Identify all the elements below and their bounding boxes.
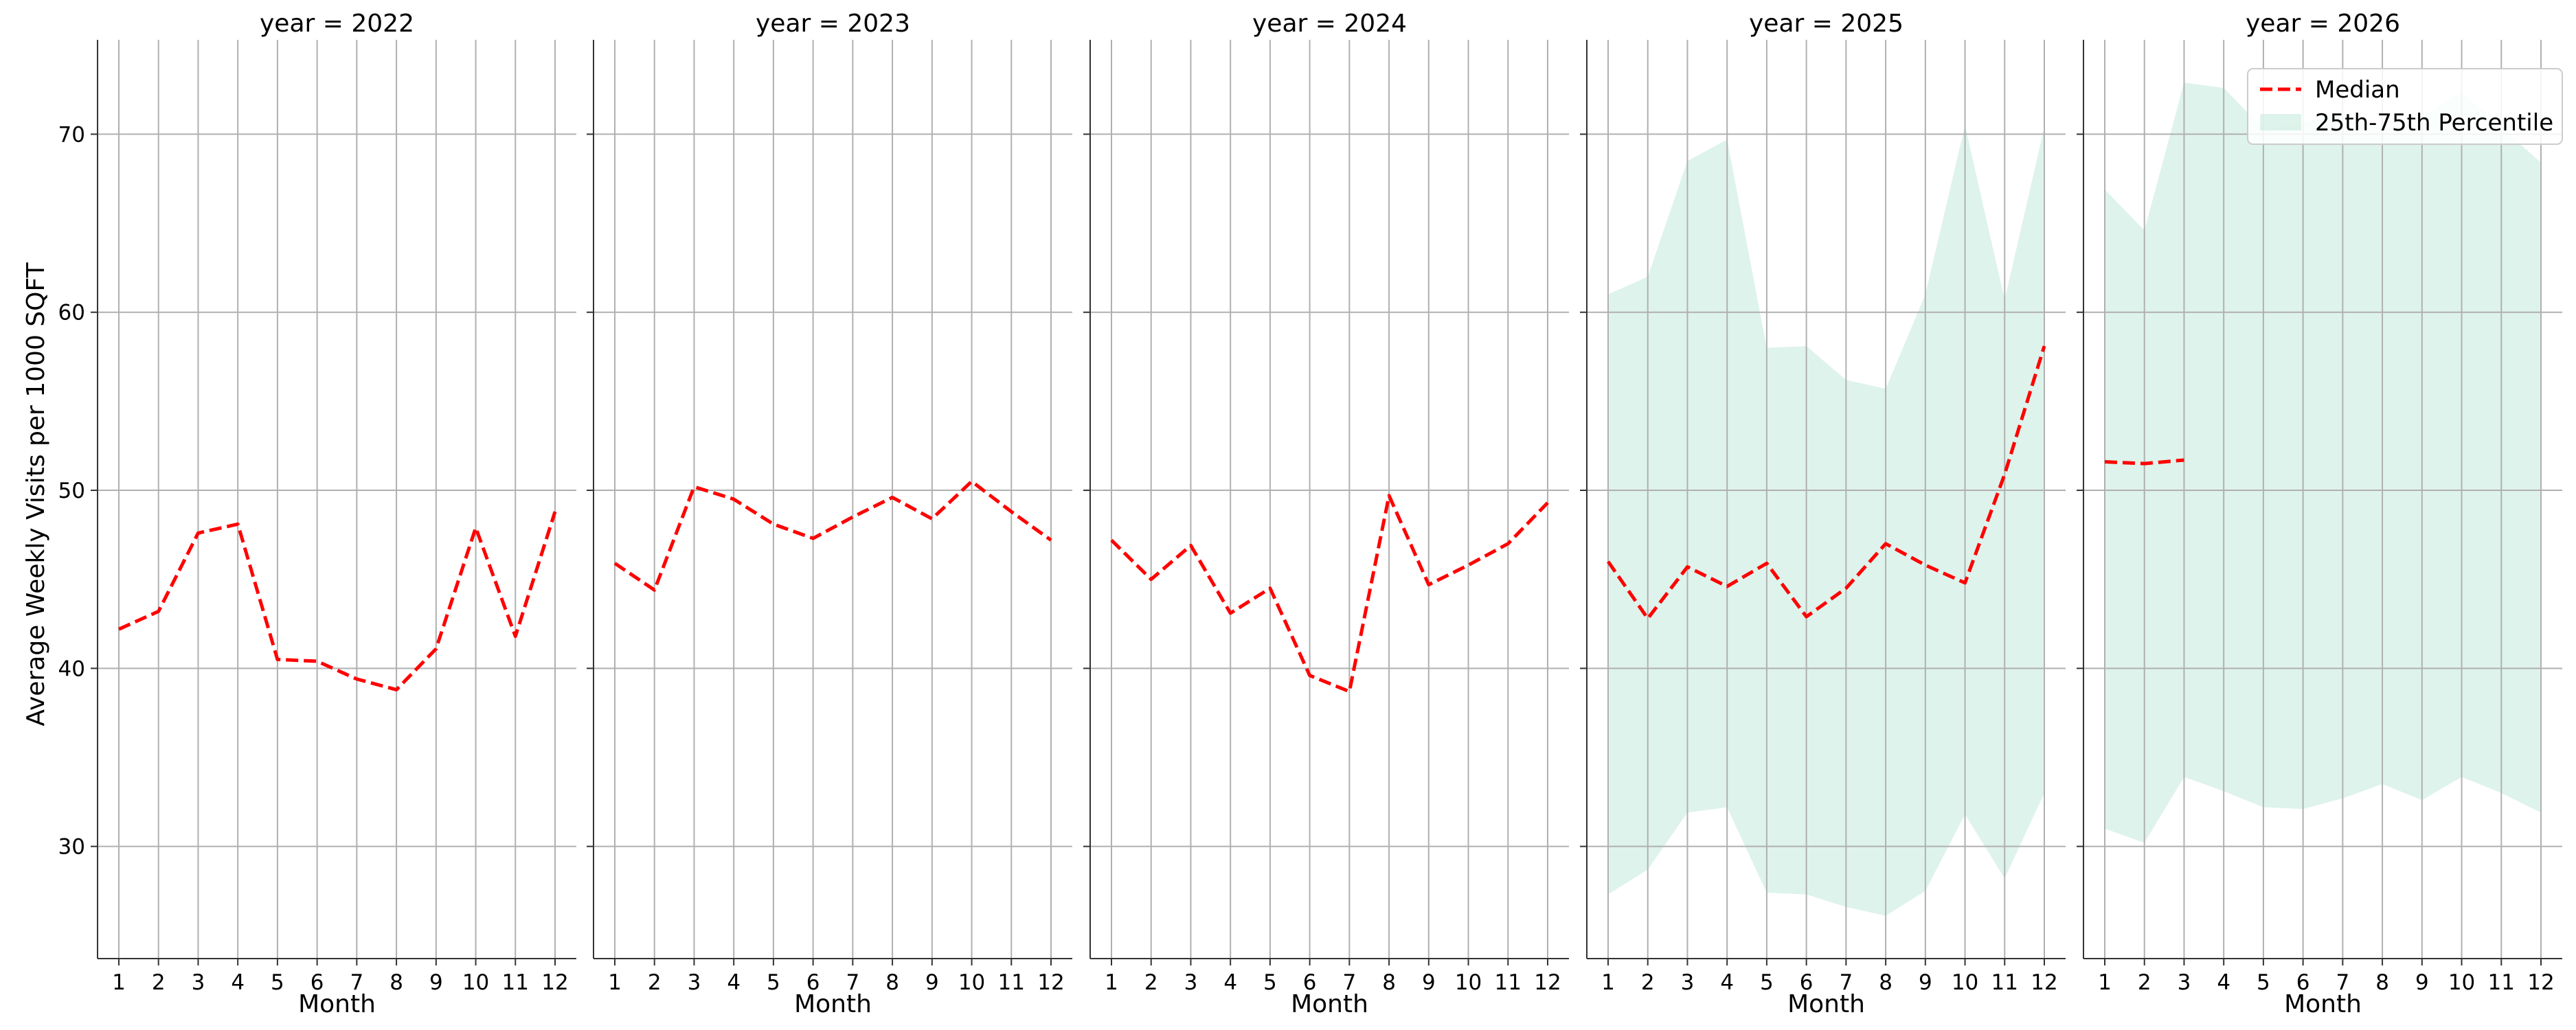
x-tick-label: 8	[389, 970, 403, 995]
y-tick-label: 70	[58, 122, 85, 147]
legend: Median 25th-75th Percentile	[2247, 68, 2563, 145]
x-tick-label: 5	[1760, 970, 1774, 995]
x-tick-label: 11	[1991, 970, 2018, 995]
x-tick-label: 1	[608, 970, 622, 995]
x-tick-label: 4	[231, 970, 245, 995]
x-tick-label: 12	[541, 970, 568, 995]
x-tick-label: 7	[1342, 970, 1356, 995]
y-axis-label: Average Weekly Visits per 1000 SQFT	[22, 262, 50, 726]
x-tick-label: 5	[767, 970, 780, 995]
x-tick-label: 9	[925, 970, 939, 995]
percentile-band-2025	[1608, 125, 2044, 916]
x-tick-label: 8	[1382, 970, 1396, 995]
x-tick-label: 7	[1839, 970, 1853, 995]
x-tick-label: 8	[1879, 970, 1893, 995]
percentile-band-2026	[2105, 82, 2541, 843]
legend-band-swatch	[2260, 114, 2301, 130]
x-tick-label: 4	[1720, 970, 1734, 995]
x-axis-label: Month	[794, 990, 872, 1018]
x-axis-label: Month	[298, 990, 376, 1018]
x-tick-label: 9	[429, 970, 443, 995]
x-tick-label: 10	[462, 970, 489, 995]
x-tick-label: 10	[1952, 970, 1978, 995]
x-tick-label: 2	[1641, 970, 1655, 995]
x-tick-label: 3	[2178, 970, 2191, 995]
x-axis-label: Month	[1787, 990, 1865, 1018]
facet-title-2024: year = 2024	[1252, 10, 1407, 38]
x-tick-label: 9	[1919, 970, 1932, 995]
legend-band-label: 25th-75th Percentile	[2315, 109, 2553, 137]
x-tick-label: 6	[1303, 970, 1317, 995]
x-tick-label: 2	[1144, 970, 1158, 995]
x-tick-label: 5	[1263, 970, 1277, 995]
x-tick-label: 6	[310, 970, 324, 995]
x-tick-label: 5	[2257, 970, 2270, 995]
x-tick-label: 5	[271, 970, 284, 995]
y-tick-label: 60	[58, 301, 85, 325]
x-tick-label: 3	[1184, 970, 1198, 995]
x-tick-label: 8	[2375, 970, 2389, 995]
x-tick-label: 7	[846, 970, 859, 995]
x-tick-label: 12	[1037, 970, 1064, 995]
x-tick-label: 2	[2138, 970, 2151, 995]
facet-title-2026: year = 2026	[2246, 10, 2400, 38]
x-tick-label: 6	[806, 970, 820, 995]
x-tick-label: 2	[152, 970, 166, 995]
x-tick-label: 8	[885, 970, 899, 995]
x-tick-label: 9	[1422, 970, 1436, 995]
legend-frame	[2247, 68, 2563, 145]
median-line-2026	[2104, 458, 2184, 466]
x-tick-label: 11	[502, 970, 529, 995]
median-line-2023	[613, 479, 1052, 592]
x-tick-label: 4	[727, 970, 741, 995]
x-tick-label: 11	[1495, 970, 1522, 995]
x-tick-label: 6	[2296, 970, 2310, 995]
y-tick-label: 30	[58, 835, 85, 860]
x-tick-label: 1	[112, 970, 126, 995]
x-tick-label: 4	[1223, 970, 1237, 995]
x-tick-label: 1	[2098, 970, 2112, 995]
x-tick-label: 1	[1601, 970, 1615, 995]
x-tick-label: 3	[688, 970, 701, 995]
y-tick-label: 40	[58, 656, 85, 681]
x-tick-label: 6	[1800, 970, 1814, 995]
median-line-2025	[1606, 345, 2046, 621]
x-tick-label: 12	[2527, 970, 2554, 995]
x-tick-label: 11	[2488, 970, 2515, 995]
x-axis-label: Month	[1291, 990, 1368, 1018]
facet-title-2023: year = 2023	[756, 10, 910, 38]
x-tick-label: 3	[1681, 970, 1695, 995]
facet-title-2022: year = 2022	[260, 10, 414, 38]
median-line-2024	[1110, 494, 1549, 694]
x-axis-label: Month	[2284, 990, 2362, 1018]
x-tick-label: 10	[2448, 970, 2475, 995]
x-tick-label: 3	[192, 970, 205, 995]
legend-median-label: Median	[2315, 76, 2400, 104]
x-tick-label: 7	[350, 970, 363, 995]
x-tick-label: 11	[998, 970, 1025, 995]
x-tick-label: 10	[1455, 970, 1482, 995]
x-tick-label: 4	[2217, 970, 2230, 995]
x-tick-label: 12	[2031, 970, 2057, 995]
x-tick-label: 12	[1534, 970, 1561, 995]
x-tick-label: 1	[1105, 970, 1118, 995]
facet-title-2025: year = 2025	[1749, 10, 1903, 38]
median-line-2022	[117, 511, 557, 691]
y-tick-label: 50	[58, 479, 85, 503]
x-tick-label: 10	[958, 970, 985, 995]
x-tick-label: 9	[2415, 970, 2429, 995]
x-tick-label: 7	[2336, 970, 2349, 995]
x-tick-label: 2	[648, 970, 662, 995]
